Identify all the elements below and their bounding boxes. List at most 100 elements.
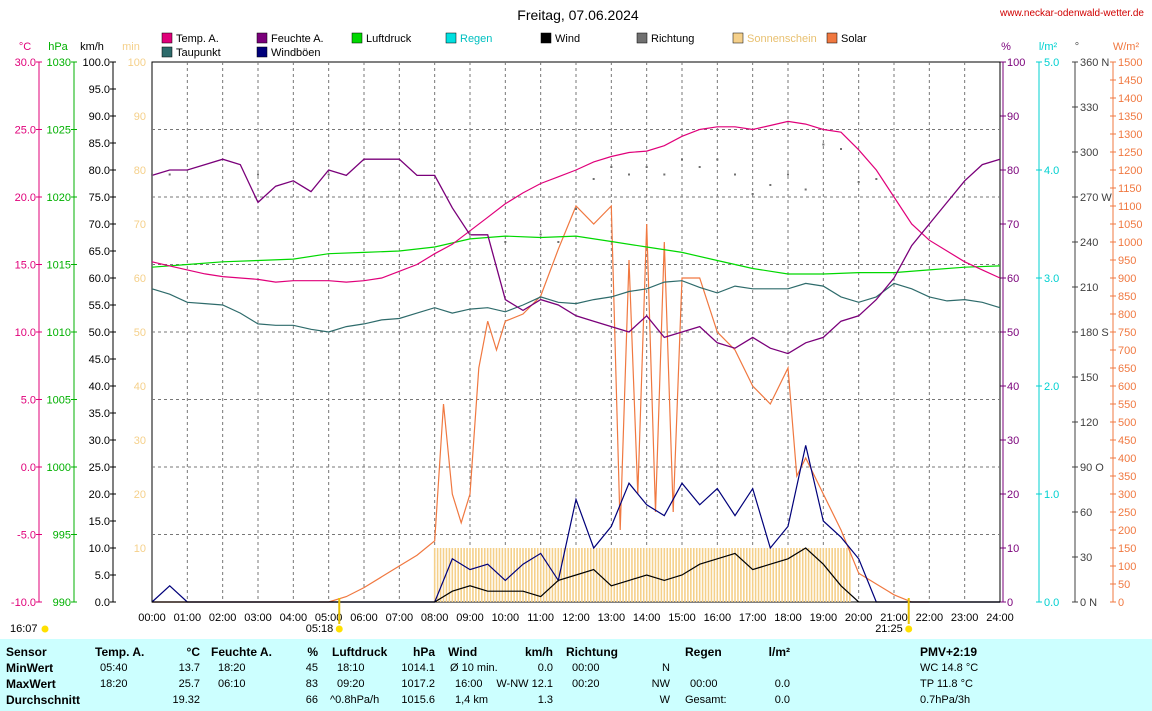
current-sun-icon — [41, 625, 49, 633]
min-dir-time: 00:00 — [572, 662, 600, 674]
tick-dir: 30 — [1080, 552, 1092, 564]
tick-solar: 1300 — [1118, 129, 1142, 141]
tick-hum: 10 — [1007, 543, 1019, 555]
legend-swatch — [256, 32, 268, 44]
direction-point — [663, 173, 666, 176]
tick-wind: 45.0 — [89, 354, 110, 366]
tick-solar: 500 — [1118, 417, 1136, 429]
legend-label: Luftdruck — [366, 33, 412, 45]
tick-sun: 90 — [134, 111, 146, 123]
tick-hum: 100 — [1007, 57, 1025, 69]
tick-x: 04:00 — [280, 612, 308, 624]
direction-point — [840, 148, 842, 150]
tick-hum: 70 — [1007, 219, 1019, 231]
avg-hum-value: 66 — [305, 694, 318, 706]
tick-solar: 400 — [1118, 453, 1136, 465]
tick-sun: 10 — [134, 543, 146, 555]
axis-unit-sun: min — [122, 41, 140, 53]
tick-wind: 65.0 — [89, 246, 110, 258]
tick-solar: 700 — [1118, 345, 1136, 357]
tick-temp: 0.0 — [21, 462, 36, 474]
avg-wind-value: 1.3 — [537, 694, 553, 706]
header-pressure: Luftdruck — [332, 645, 388, 659]
source-url[interactable]: www.neckar-odenwald-wetter.de — [999, 8, 1144, 19]
tick-solar: 0 — [1118, 597, 1124, 609]
tick-wind: 5.0 — [95, 570, 110, 582]
tick-x: 12:00 — [562, 612, 590, 624]
tick-dir: 150 — [1080, 372, 1098, 384]
tick-x: 19:00 — [810, 612, 838, 624]
legend-swatch — [161, 32, 173, 44]
direction-point — [751, 193, 754, 195]
axis-unit-hum: % — [1001, 41, 1011, 53]
legend-item: Wind — [540, 32, 580, 45]
tick-x: 13:00 — [598, 612, 626, 624]
tick-solar: 150 — [1118, 543, 1136, 555]
tick-rain: 2.0 — [1044, 381, 1059, 393]
max-rain-time: 00:00 — [690, 678, 718, 690]
tick-sun: 70 — [134, 219, 146, 231]
tick-wind: 30.0 — [89, 435, 110, 447]
tick-hum: 50 — [1007, 327, 1019, 339]
tick-press: 990 — [53, 597, 71, 609]
tick-dir: 210 — [1080, 282, 1098, 294]
tick-x: 09:00 — [456, 612, 484, 624]
min-press-value: 1014.1 — [401, 662, 435, 674]
header-pressure-unit: hPa — [412, 645, 435, 659]
tick-x: 03:00 — [244, 612, 272, 624]
legend-label: Regen — [460, 33, 492, 45]
avg-temp-value: 19.32 — [172, 694, 200, 706]
tick-wind: 40.0 — [89, 381, 110, 393]
direction-point — [628, 173, 630, 176]
legend-swatch — [445, 32, 457, 44]
chart-legend: Temp. A. Taupunkt Feuchte A. Windböen Luftdr… — [161, 32, 867, 59]
header-temp: Temp. A. — [95, 645, 145, 659]
tick-press: 1000 — [47, 462, 71, 474]
max-wind-value: W-NW 12.1 — [496, 678, 553, 690]
legend-item: Regen — [445, 32, 492, 45]
tick-hum: 30 — [1007, 435, 1019, 447]
tick-solar: 100 — [1118, 561, 1136, 573]
direction-point — [557, 241, 560, 243]
tick-solar: 650 — [1118, 363, 1136, 375]
current-time: 16:07 — [10, 623, 38, 635]
tick-solar: 450 — [1118, 435, 1136, 447]
header-wind: Wind — [448, 645, 478, 659]
pmv-tp: TP 11.8 °C — [920, 678, 973, 690]
direction-point — [822, 143, 825, 146]
legend-item: Sonnenschein — [732, 32, 817, 45]
data-series — [151, 120, 1001, 603]
max-dir-time: 00:20 — [572, 678, 600, 690]
tick-x: 01:00 — [174, 612, 202, 624]
legend-label: Solar — [841, 33, 867, 45]
rain-total-label: Gesamt: — [685, 694, 727, 706]
max-press-time: 09:20 — [337, 678, 365, 690]
tick-rain: 5.0 — [1044, 57, 1059, 69]
direction-point — [469, 233, 471, 236]
min-dir-value: N — [662, 662, 670, 674]
direction-point — [734, 173, 736, 176]
legend-swatch — [826, 32, 838, 44]
legend-item: Temp. A. — [161, 32, 219, 45]
wind-distance: 1,4 km — [455, 694, 489, 706]
tick-dir: 300 — [1080, 147, 1098, 159]
min-press-time: 18:10 — [337, 662, 365, 674]
min-wind-label: Ø 10 min. — [450, 662, 498, 674]
header-rain-unit: l/m² — [768, 645, 790, 659]
sunset-time: 21:25 — [875, 623, 903, 635]
tick-x: 16:00 — [704, 612, 732, 624]
series-taupunkt — [151, 280, 1001, 333]
tick-dir: 90 O — [1080, 462, 1104, 474]
legend-item: Richtung — [636, 32, 694, 45]
max-temp-value: 25.7 — [178, 678, 200, 690]
tick-wind: 0.0 — [95, 597, 110, 609]
tick-wind: 75.0 — [89, 192, 110, 204]
series-feuchte-a- — [151, 158, 1001, 355]
press-trend: ^0.8hPa/h — [330, 694, 380, 706]
tick-x: 06:00 — [350, 612, 378, 624]
chart-title: Freitag, 07.06.2024 — [517, 7, 639, 23]
legend-label: Richtung — [651, 33, 694, 45]
tick-wind: 50.0 — [89, 327, 110, 339]
tick-solar: 750 — [1118, 327, 1136, 339]
header-humidity-unit: % — [307, 645, 318, 659]
